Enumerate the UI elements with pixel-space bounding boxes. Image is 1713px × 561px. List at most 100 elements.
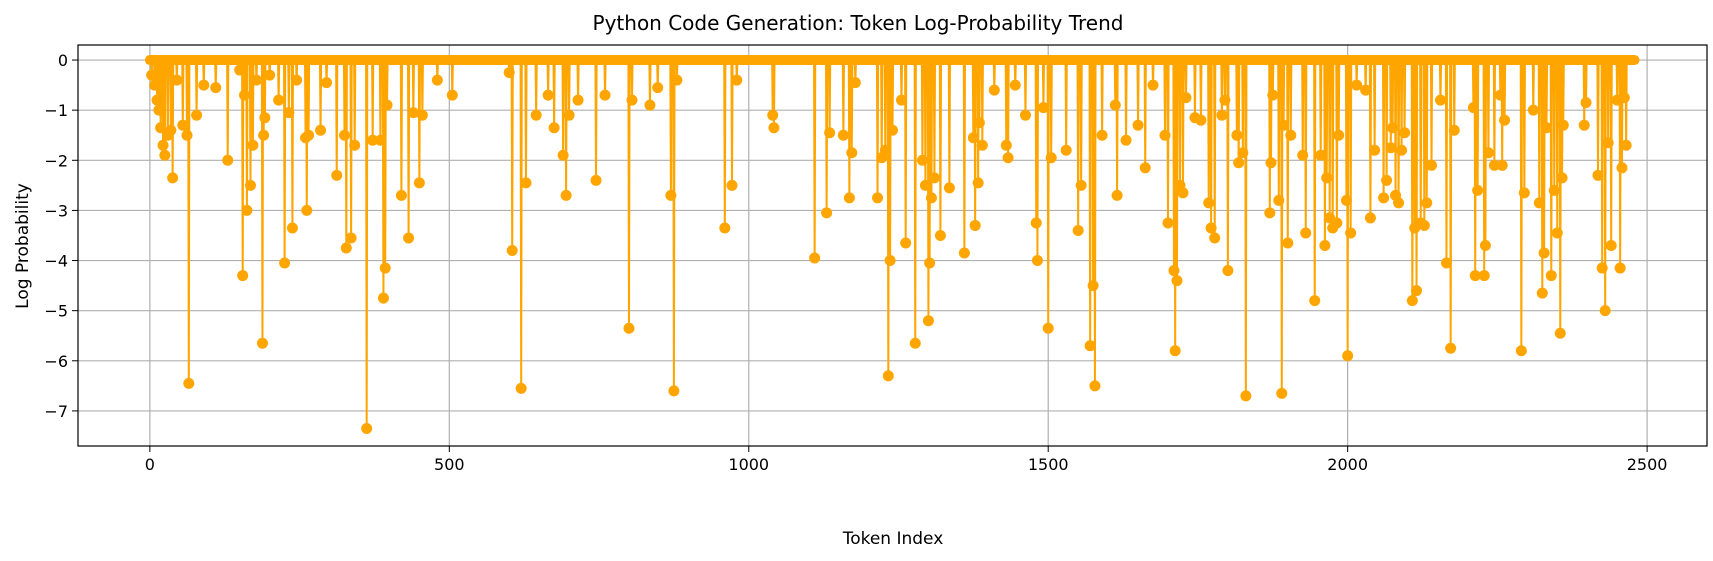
data-point xyxy=(413,177,425,189)
data-point xyxy=(824,127,836,139)
data-point xyxy=(446,89,458,101)
data-point xyxy=(1554,327,1566,339)
data-point xyxy=(1396,144,1408,156)
data-point xyxy=(151,94,163,106)
data-point xyxy=(1385,142,1397,154)
data-point xyxy=(198,79,210,91)
data-point xyxy=(146,69,158,81)
data-point xyxy=(1551,227,1563,239)
data-point xyxy=(1132,119,1144,131)
data-point xyxy=(1111,189,1123,201)
data-point xyxy=(1297,149,1309,161)
data-point xyxy=(153,104,165,116)
data-point xyxy=(922,315,934,327)
data-point xyxy=(572,94,584,106)
data-point xyxy=(264,69,276,81)
data-point xyxy=(181,129,193,141)
data-point xyxy=(1618,92,1630,104)
data-point xyxy=(1434,94,1446,106)
data-point xyxy=(1479,240,1491,251)
data-point xyxy=(1276,387,1288,399)
data-point xyxy=(1319,240,1331,251)
data-point xyxy=(1087,280,1099,292)
data-point xyxy=(1515,345,1527,357)
data-point xyxy=(331,169,343,181)
data-point xyxy=(837,129,849,141)
data-point xyxy=(291,74,303,86)
data-point xyxy=(1387,122,1399,134)
data-point xyxy=(244,179,256,191)
data-point xyxy=(515,382,527,394)
y-tick-label: −6 xyxy=(44,352,68,371)
data-point xyxy=(557,149,569,161)
data-point xyxy=(283,107,295,119)
data-point xyxy=(379,262,391,274)
data-point xyxy=(1605,240,1617,251)
data-point xyxy=(1556,172,1568,184)
data-point xyxy=(652,82,664,94)
data-point xyxy=(1205,222,1217,234)
data-point xyxy=(395,189,407,201)
data-point xyxy=(1037,102,1049,114)
data-point xyxy=(238,89,250,101)
data-point xyxy=(1203,197,1215,209)
data-point xyxy=(1282,237,1294,249)
data-point xyxy=(1177,187,1189,199)
data-point xyxy=(1342,350,1354,362)
data-point xyxy=(726,179,738,191)
data-point xyxy=(887,124,898,136)
data-point xyxy=(1045,152,1057,164)
data-point xyxy=(1378,192,1390,204)
x-tick-label: 0 xyxy=(145,455,155,474)
data-point xyxy=(1488,159,1500,171)
data-point xyxy=(1360,84,1372,96)
x-axis-label: Token Index xyxy=(842,529,944,549)
data-point xyxy=(1273,194,1285,206)
data-point xyxy=(279,257,291,269)
data-point xyxy=(1309,295,1321,307)
data-point xyxy=(1421,197,1433,209)
data-point xyxy=(560,189,572,201)
data-point xyxy=(241,204,253,216)
data-point xyxy=(767,109,779,121)
data-point xyxy=(1527,104,1539,116)
y-tick-label: −1 xyxy=(44,101,68,120)
data-point xyxy=(1472,184,1484,196)
axes: 0 500 1000 1500 2000 2500 0 −1 −2 −3 −4 −5 −6 −7 xyxy=(44,44,1708,474)
data-point xyxy=(1139,162,1151,174)
data-point xyxy=(237,270,249,282)
data-point xyxy=(1496,159,1508,171)
data-point xyxy=(872,192,884,204)
data-point xyxy=(1381,174,1393,186)
data-point xyxy=(407,107,419,119)
data-point xyxy=(928,172,940,184)
x-tick-label: 2000 xyxy=(1327,455,1368,474)
data-point xyxy=(503,67,515,79)
data-point xyxy=(590,174,602,186)
data-point xyxy=(542,89,554,101)
data-point xyxy=(1448,124,1460,136)
data-point xyxy=(1620,139,1632,151)
data-point xyxy=(916,154,928,166)
data-point xyxy=(286,222,298,234)
data-point xyxy=(1002,152,1014,164)
x-tick-label: 2500 xyxy=(1627,455,1668,474)
y-tick-label: 0 xyxy=(58,51,68,70)
y-tick-label: −7 xyxy=(44,402,68,421)
data-point xyxy=(900,237,912,249)
data-point xyxy=(1548,184,1560,196)
data-point xyxy=(210,82,222,94)
data-point xyxy=(1469,270,1481,282)
data-point xyxy=(183,377,195,389)
data-point xyxy=(919,179,931,191)
data-point xyxy=(719,222,731,234)
data-point xyxy=(1616,162,1628,174)
data-point xyxy=(626,94,638,106)
data-series xyxy=(144,55,1640,434)
data-point xyxy=(671,74,683,86)
data-point xyxy=(1533,197,1545,209)
data-point xyxy=(1171,275,1183,287)
data-point xyxy=(1364,212,1376,224)
data-point xyxy=(321,77,333,89)
data-point xyxy=(1278,119,1290,131)
